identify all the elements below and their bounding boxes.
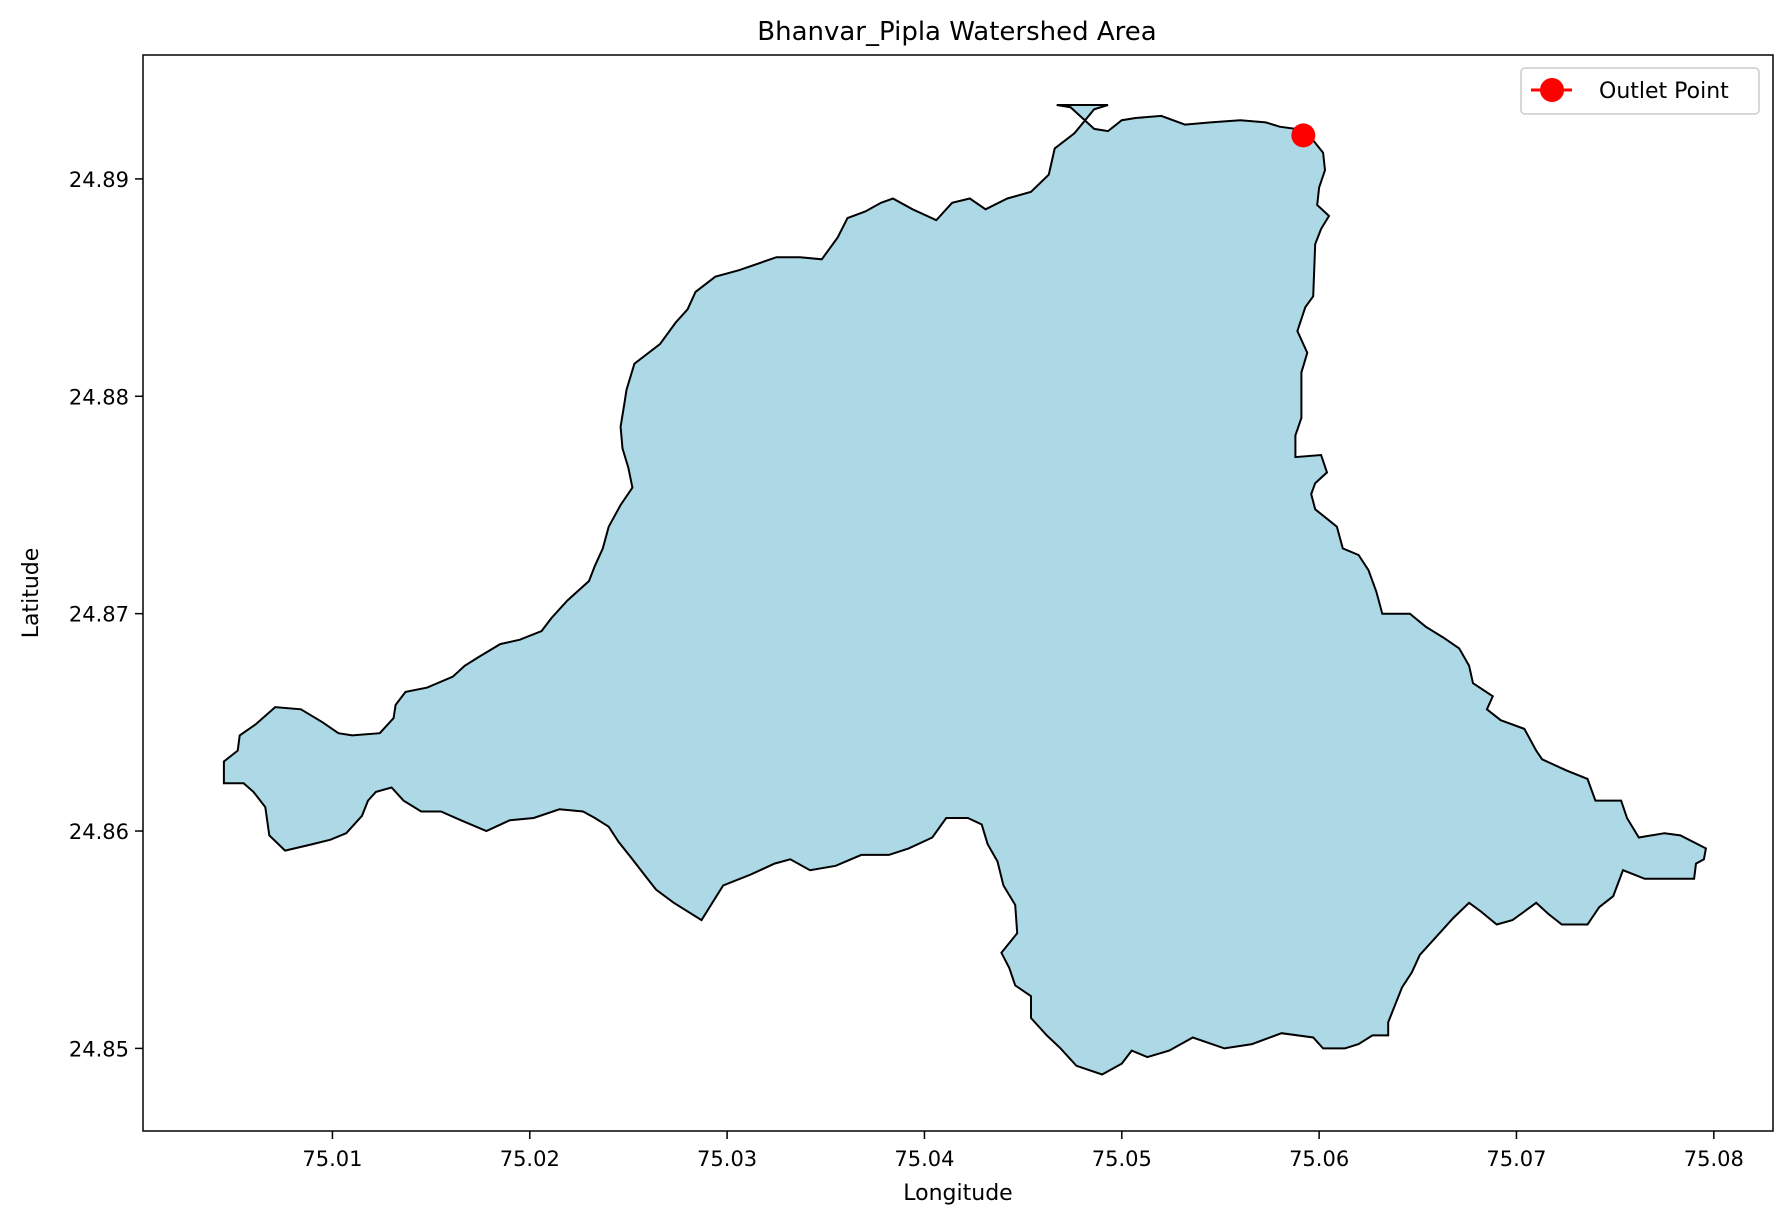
x-tick-label: 75.04 <box>894 1147 954 1171</box>
x-axis-ticks: 75.01 75.02 75.03 75.04 75.05 75.06 75.07 75.08 <box>302 1131 1744 1171</box>
legend-marker-sample <box>1540 78 1564 102</box>
legend-box <box>1520 67 1760 115</box>
x-tick-label: 75.03 <box>697 1147 757 1171</box>
y-tick-label: 24.89 <box>69 168 129 192</box>
chart-title: Bhanvar_Pipla Watershed Area <box>757 17 1156 47</box>
x-tick-label: 75.07 <box>1486 1147 1546 1171</box>
y-tick-label: 24.86 <box>69 820 129 844</box>
outlet-markers <box>1291 123 1316 148</box>
x-tick-label: 75.06 <box>1289 1147 1349 1171</box>
outlet-point-marker <box>1291 123 1316 148</box>
x-tick-label: 75.01 <box>302 1147 362 1171</box>
x-tick-label: 75.08 <box>1684 1147 1744 1171</box>
legend-label-outlet-point: Outlet Point <box>1599 79 1729 104</box>
y-tick-label: 24.88 <box>69 385 129 409</box>
x-axis-label: Longitude <box>903 1181 1012 1206</box>
y-tick-label: 24.87 <box>69 603 129 627</box>
plot-area <box>222 104 1708 1076</box>
y-axis-ticks: 24.85 24.86 24.87 24.88 24.89 <box>69 168 143 1061</box>
legend: Outlet Point <box>1520 67 1760 115</box>
x-tick-label: 75.05 <box>1092 1147 1152 1171</box>
axes-frame <box>142 54 1774 1132</box>
y-tick-label: 24.85 <box>69 1037 129 1061</box>
x-tick-label: 75.02 <box>500 1147 560 1171</box>
watershed-polygon <box>222 104 1708 1076</box>
y-axis-label: Latitude <box>19 548 44 639</box>
